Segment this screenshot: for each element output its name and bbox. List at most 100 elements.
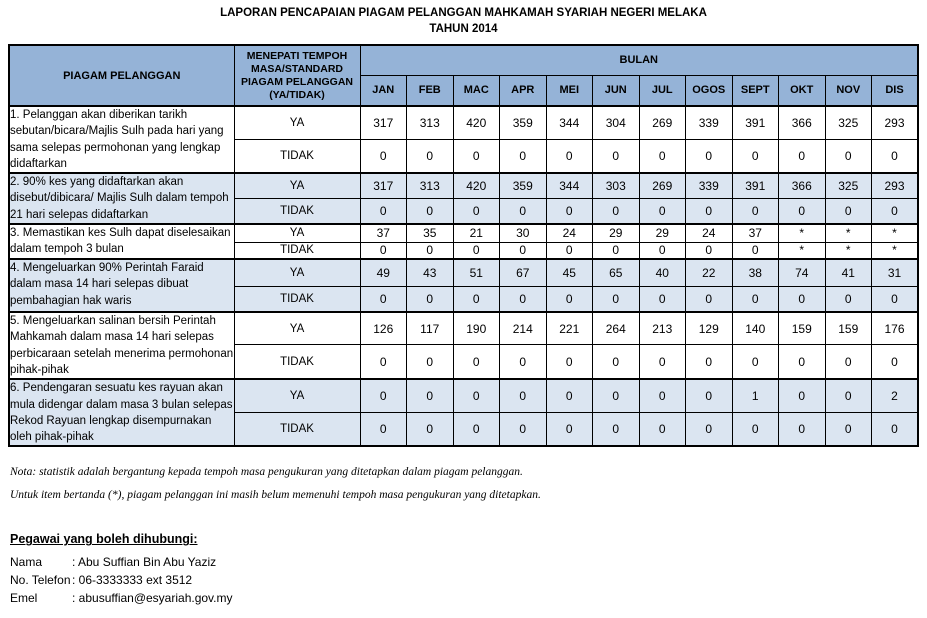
value-cell: 293 [871, 105, 919, 141]
value-cell: 0 [545, 198, 593, 225]
value-cell: 0 [824, 198, 872, 225]
ya-label-cell: YA [233, 258, 361, 287]
value-cell: 0 [731, 198, 779, 225]
value-cell: 0 [685, 198, 733, 225]
tidak-label-cell: TIDAK [233, 241, 361, 260]
item-row-tidak: TIDAK 0 0 0 0 0 0 0 0 0 0 0 0 [9, 344, 919, 380]
value-cell: 43 [406, 258, 454, 287]
month-header-sept: SEPT [731, 74, 779, 107]
contact-label: No. Telefon [10, 573, 71, 588]
value-cell: 0 [359, 378, 407, 414]
value-cell: 0 [499, 198, 547, 225]
value-cell: 0 [499, 139, 547, 174]
value-cell: 0 [871, 198, 919, 225]
value-cell: 0 [592, 241, 640, 260]
contact-label: Nama [10, 555, 43, 570]
value-cell: 38 [731, 258, 779, 287]
value-cell: 0 [452, 139, 500, 174]
value-cell: 0 [824, 285, 872, 313]
value-cell: 0 [545, 344, 593, 380]
value-cell: 0 [359, 285, 407, 313]
value-cell: 31 [871, 258, 919, 287]
value-cell: 325 [824, 172, 872, 200]
item-label-cell: 5. Mengeluarkan salinan bersih Perintah … [8, 311, 235, 380]
value-cell: 0 [406, 412, 454, 447]
value-cell: 24 [545, 223, 593, 243]
value-cell: 0 [778, 139, 826, 174]
value-cell: 0 [452, 198, 500, 225]
value-cell: 0 [545, 241, 593, 260]
contact-value: : 06-3333333 ext 3512 [72, 573, 193, 588]
value-cell: 0 [499, 241, 547, 260]
value-cell: 313 [406, 105, 454, 141]
value-cell: 0 [359, 412, 407, 447]
value-cell: 67 [499, 258, 547, 287]
value-cell: 359 [499, 105, 547, 141]
contact-value: : Abu Suffian Bin Abu Yaziz [72, 555, 217, 570]
value-cell: 0 [592, 198, 640, 225]
month-header-apr: APR [499, 74, 547, 107]
value-cell: 0 [545, 139, 593, 174]
value-cell: 0 [406, 344, 454, 380]
value-cell: 0 [871, 412, 919, 447]
value-cell: 391 [731, 172, 779, 200]
value-cell: 0 [638, 285, 686, 313]
value-cell: 0 [359, 241, 407, 260]
value-cell: 0 [731, 285, 779, 313]
value-cell: 0 [871, 344, 919, 380]
value-cell: 65 [592, 258, 640, 287]
value-cell: 37 [359, 223, 407, 243]
ya-label-cell: YA [233, 105, 361, 141]
value-cell: 0 [638, 139, 686, 174]
value-cell: 0 [824, 139, 872, 174]
value-cell: 339 [685, 105, 733, 141]
value-cell: 344 [545, 105, 593, 141]
value-cell: 0 [685, 412, 733, 447]
value-cell: 0 [685, 344, 733, 380]
value-cell: 359 [499, 172, 547, 200]
value-cell: 0 [406, 241, 454, 260]
month-header-mei: MEI [545, 74, 593, 107]
value-cell: 420 [452, 172, 500, 200]
value-cell: * [824, 223, 872, 243]
report-table: PIAGAM PELANGGAN MENEPATI TEMPOH MASA/STA… [8, 44, 919, 448]
value-cell: 140 [731, 311, 779, 346]
value-cell: 325 [824, 105, 872, 141]
tidak-label-cell: TIDAK [233, 198, 361, 225]
value-cell: 0 [685, 139, 733, 174]
value-cell: 317 [359, 172, 407, 200]
value-cell: 0 [638, 198, 686, 225]
value-cell: 45 [545, 258, 593, 287]
value-cell: 0 [406, 378, 454, 414]
month-header-jun: JUN [592, 74, 640, 107]
ya-label-cell: YA [233, 311, 361, 346]
value-cell: 29 [638, 223, 686, 243]
value-cell: 0 [545, 285, 593, 313]
ya-label-cell: YA [233, 172, 361, 200]
value-cell: 0 [452, 241, 500, 260]
value-cell: 0 [452, 285, 500, 313]
value-cell: * [824, 241, 872, 260]
ya-label-cell: YA [233, 378, 361, 414]
item-label-cell: 2. 90% kes yang didaftarkan akan disebut… [8, 172, 235, 225]
value-cell: 0 [545, 412, 593, 447]
month-header-okt: OKT [778, 74, 826, 107]
value-cell: 221 [545, 311, 593, 346]
value-cell: 0 [592, 285, 640, 313]
value-cell: 0 [499, 378, 547, 414]
report-table-body: 1. Pelanggan akan diberikan tarikh sebut… [8, 104, 919, 447]
value-cell: 0 [592, 139, 640, 174]
contact-row-nama: Nama : Abu Suffian Bin Abu Yaziz [10, 553, 927, 571]
value-cell: 159 [778, 311, 826, 346]
value-cell: 366 [778, 105, 826, 141]
value-cell: 420 [452, 105, 500, 141]
value-cell: 176 [871, 311, 919, 346]
item-row-ya: 1. Pelanggan akan diberikan tarikh sebut… [8, 104, 919, 174]
value-cell: 0 [824, 344, 872, 380]
value-cell: 24 [685, 223, 733, 243]
value-cell: 0 [731, 139, 779, 174]
item-label-cell: 1. Pelanggan akan diberikan tarikh sebut… [8, 104, 235, 174]
value-cell: * [871, 241, 919, 260]
item-row-tidak: TIDAK 0 0 0 0 0 0 0 0 0 0 0 0 [9, 139, 919, 174]
value-cell: 29 [592, 223, 640, 243]
